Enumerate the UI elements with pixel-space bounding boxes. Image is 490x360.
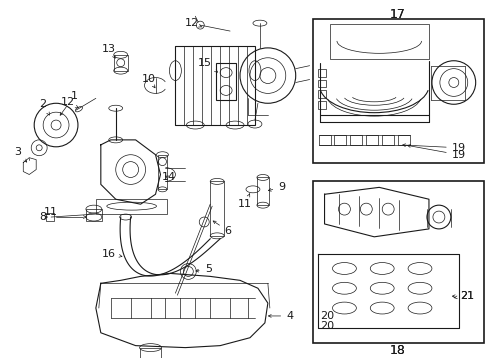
- Bar: [114, 55, 128, 71]
- Bar: [318, 135, 331, 145]
- Text: 11: 11: [44, 207, 58, 217]
- Text: 2: 2: [40, 99, 49, 115]
- Text: 21: 21: [454, 291, 474, 301]
- Bar: [86, 209, 102, 221]
- Text: 20: 20: [320, 321, 335, 331]
- Bar: [313, 19, 484, 163]
- Bar: [350, 135, 362, 145]
- Bar: [382, 135, 394, 145]
- Text: 10: 10: [142, 73, 155, 88]
- Text: 12: 12: [61, 97, 78, 108]
- Bar: [318, 80, 325, 87]
- Text: 5: 5: [196, 265, 212, 274]
- Bar: [140, 348, 162, 360]
- Text: 13: 13: [102, 44, 116, 58]
- Bar: [318, 90, 325, 98]
- Text: 21: 21: [452, 291, 474, 301]
- Bar: [175, 46, 255, 125]
- Text: 18: 18: [389, 344, 405, 357]
- Text: 17: 17: [389, 8, 405, 21]
- Bar: [257, 177, 269, 205]
- Text: 18: 18: [389, 344, 405, 357]
- Text: 19: 19: [403, 143, 466, 153]
- Circle shape: [183, 266, 193, 276]
- Text: 7: 7: [0, 359, 1, 360]
- Text: 6: 6: [213, 221, 232, 236]
- Bar: [313, 181, 484, 343]
- Bar: [398, 135, 410, 145]
- Text: 16: 16: [102, 249, 122, 258]
- Text: 15: 15: [198, 58, 218, 72]
- Bar: [335, 135, 346, 145]
- Text: 12: 12: [185, 18, 202, 28]
- Bar: [367, 135, 378, 145]
- Text: 14: 14: [161, 172, 175, 183]
- Text: 17: 17: [389, 8, 405, 21]
- Bar: [216, 63, 236, 100]
- Bar: [318, 69, 325, 77]
- Text: 11: 11: [238, 194, 252, 209]
- Text: 3: 3: [14, 147, 27, 162]
- Text: 19: 19: [408, 145, 466, 160]
- Text: 4: 4: [269, 311, 294, 321]
- Bar: [210, 181, 224, 236]
- Bar: [158, 155, 168, 189]
- Bar: [318, 101, 325, 109]
- Bar: [46, 213, 54, 221]
- Bar: [96, 199, 168, 214]
- Text: 9: 9: [269, 183, 285, 192]
- Text: 1: 1: [60, 91, 77, 115]
- Text: 8: 8: [40, 212, 48, 222]
- Bar: [329, 24, 429, 59]
- Text: 20: 20: [320, 311, 335, 321]
